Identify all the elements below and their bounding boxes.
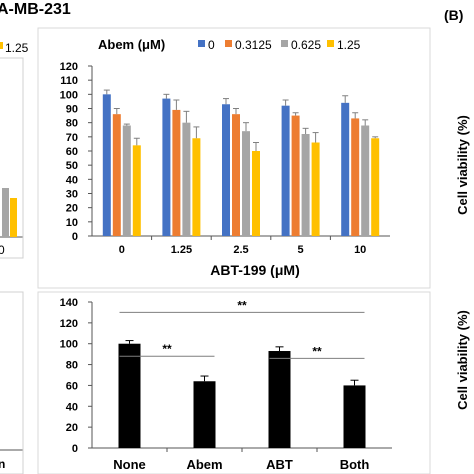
- left-partial-bar-yellow: [10, 198, 17, 237]
- bottom-x-tick-label: None: [113, 457, 146, 472]
- top-legend-swatch: [198, 40, 205, 47]
- top-bar: [132, 145, 141, 236]
- top-bar: [102, 94, 111, 236]
- top-bar: [371, 138, 380, 236]
- left-partial-frame-top: [0, 57, 24, 259]
- top-bar: [361, 125, 370, 236]
- top-x-tick-label: 5: [298, 244, 304, 256]
- top-legend-label: 0.3125: [235, 38, 272, 52]
- top-chart-legend: Abem (μM) 0 0.3125 0.625 1.25: [98, 37, 361, 52]
- bottom-chart-bars: [118, 340, 366, 448]
- bottom-significance-label: **: [312, 344, 322, 358]
- cell-line-title: A-MB-231: [0, 1, 71, 18]
- bottom-x-tick-label: ABT: [266, 457, 293, 472]
- top-bar: [351, 118, 360, 236]
- top-bar: [222, 104, 230, 236]
- bottom-y-tick-label: 60: [66, 380, 78, 392]
- bottom-y-tick-label: 80: [66, 360, 78, 372]
- bottom-chart-frame: [37, 291, 431, 474]
- top-x-tick-label: 10: [354, 244, 366, 256]
- top-x-tick-label: 0: [119, 244, 125, 256]
- top-y-tick-label: 120: [60, 61, 78, 73]
- top-bar: [301, 134, 310, 236]
- top-bar: [242, 131, 250, 236]
- top-legend-title: Abem (μM): [98, 37, 165, 52]
- top-y-tick-label: 100: [60, 89, 78, 101]
- bottom-significance-label: **: [237, 298, 247, 312]
- top-legend-label: 1.25: [337, 38, 361, 52]
- bottom-y-tick-label: 20: [66, 422, 78, 434]
- top-bar: [291, 115, 300, 236]
- left-xtick-fragment: n: [0, 457, 5, 471]
- top-y-tick-label: 90: [66, 104, 78, 116]
- top-bar: [281, 105, 290, 237]
- bottom-bar: [268, 351, 291, 448]
- top-bar: [162, 98, 171, 236]
- bottom-bar: [193, 381, 216, 448]
- top-bar: [122, 125, 131, 236]
- top-bar: [311, 142, 320, 236]
- left-partial-bar-gray: [2, 188, 9, 237]
- top-y-tick-label: 30: [66, 189, 78, 201]
- top-y-tick-label: 10: [66, 217, 78, 229]
- top-y-tick-label: 110: [60, 75, 78, 87]
- top-chart-frame: [37, 27, 431, 289]
- top-bar: [192, 138, 201, 236]
- top-y-tick-label: 70: [66, 132, 78, 144]
- top-bar: [232, 114, 240, 236]
- bottom-x-tick-label: Abem: [186, 457, 222, 472]
- top-y-tick-label: 20: [66, 203, 78, 215]
- top-x-tick-label: 2.5: [233, 244, 248, 256]
- top-legend-label: 0: [208, 38, 215, 52]
- top-chart-bars: [102, 89, 380, 237]
- bottom-y-tick-label: 120: [60, 318, 78, 330]
- top-legend-swatch: [225, 40, 232, 47]
- top-bar: [341, 102, 350, 236]
- right-ylabel-top: Cell viability (%): [455, 115, 470, 215]
- top-y-tick-label: 50: [66, 160, 78, 172]
- bottom-x-tick-label: Both: [340, 457, 370, 472]
- bottom-bar: [343, 385, 366, 448]
- top-bar: [112, 114, 121, 236]
- top-x-axis-label: ABT-199 (μM): [210, 262, 299, 278]
- top-bar: [252, 151, 260, 236]
- top-y-tick-label: 60: [66, 146, 78, 158]
- bottom-y-tick-label: 0: [72, 443, 78, 455]
- top-legend-label: 0.625: [291, 38, 321, 52]
- bottom-y-tick-label: 40: [66, 401, 78, 413]
- left-legend-swatch: [0, 42, 3, 49]
- top-y-tick-label: 40: [66, 174, 78, 186]
- top-y-tick-label: 80: [66, 118, 78, 130]
- left-legend-fragment: 1.25: [5, 41, 29, 55]
- right-ylabel-bottom: Cell viability (%): [455, 310, 470, 410]
- top-x-tick-label: 1.25: [171, 244, 192, 256]
- top-bar: [172, 109, 181, 236]
- top-legend-swatch: [327, 40, 334, 47]
- bottom-bar: [118, 343, 141, 448]
- top-legend-swatch: [281, 40, 288, 47]
- bottom-y-tick-label: 100: [60, 339, 78, 351]
- left-tick-fragment: 0: [0, 243, 5, 257]
- top-chart-axes: 0 10 20 30 40 50 60 70 80 90 100 110 120 0 1.25 2.5 5 10: [60, 61, 390, 256]
- top-bar: [182, 122, 191, 236]
- bottom-significance-label: **: [162, 342, 172, 356]
- bottom-chart-axes: 0 20 40 60 80 100 120 140 None Abem ABT Both: [60, 297, 392, 472]
- left-partial-frame-bottom: [0, 291, 24, 474]
- bottom-y-tick-label: 140: [60, 297, 78, 309]
- top-y-tick-label: 0: [72, 231, 78, 243]
- bottom-chart-annotations: ** ** **: [119, 298, 365, 359]
- panel-b-label: (B): [444, 7, 463, 23]
